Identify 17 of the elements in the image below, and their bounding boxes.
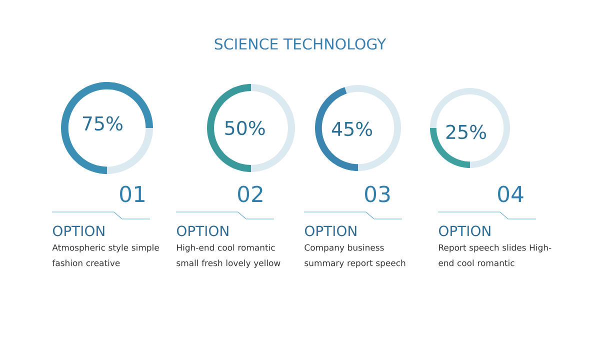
text: OPTION bbox=[176, 226, 228, 236]
data-label: 45% bbox=[332, 122, 372, 136]
text: 01 bbox=[120, 186, 144, 202]
text: Company business summary report speech bbox=[304, 244, 406, 268]
data-label: 50% bbox=[225, 120, 265, 136]
text: OPTION bbox=[304, 226, 356, 236]
text: Report speech slides High-end cool romantic bbox=[438, 244, 552, 266]
text: OPTION bbox=[52, 226, 104, 236]
text: SCIENCE TECHNOLOGY bbox=[214, 38, 386, 50]
text: High-end cool romantic small fresh lovely yellow bbox=[176, 244, 280, 268]
text: 03 bbox=[365, 186, 390, 202]
data-label: 25% bbox=[446, 124, 486, 140]
text: 02 bbox=[238, 186, 262, 202]
text: 04 bbox=[498, 186, 524, 202]
data-label: 75% bbox=[82, 116, 122, 131]
text: Atmospheric style simple fashion creative bbox=[52, 244, 159, 266]
text: OPTION bbox=[438, 226, 490, 236]
